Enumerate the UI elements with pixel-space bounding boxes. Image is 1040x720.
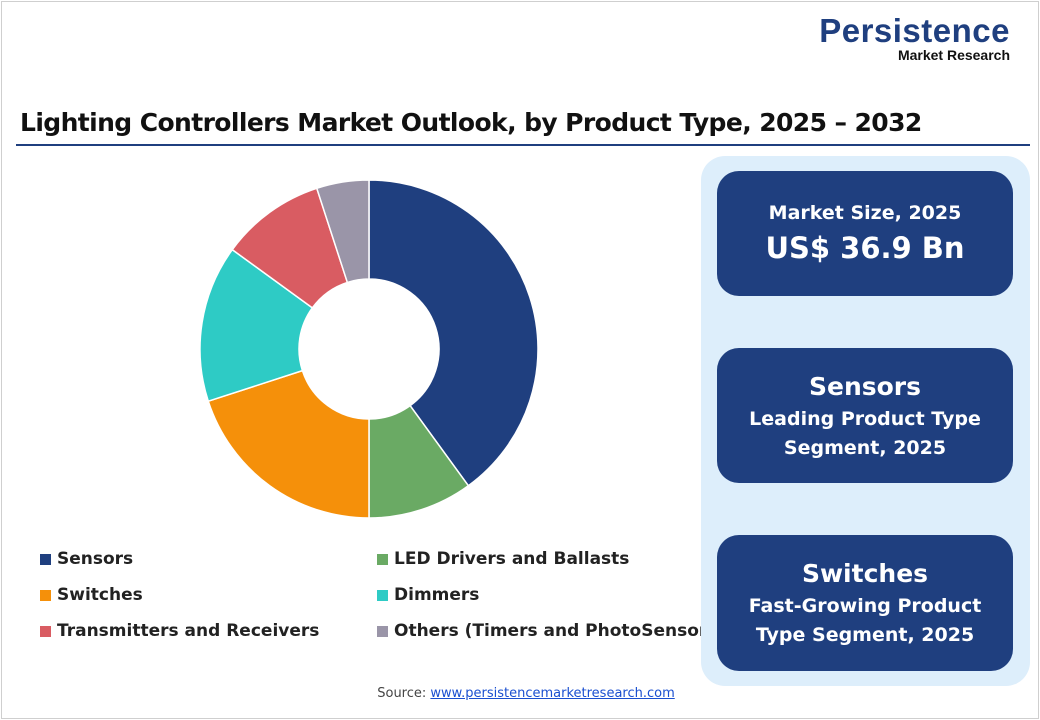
legend-label: Transmitters and Receivers bbox=[57, 621, 320, 641]
legend-item: Others (Timers and PhotoSensors) bbox=[377, 621, 725, 641]
fast-growing-label-2: Type Segment, 2025 bbox=[755, 624, 975, 646]
source-prefix: Source: bbox=[377, 686, 431, 701]
legend-item: Sensors bbox=[40, 549, 133, 569]
market-size-card: Market Size, 2025 US$ 36.9 Bn bbox=[717, 171, 1013, 296]
legend-label: Switches bbox=[57, 585, 143, 605]
title-divider bbox=[16, 144, 1030, 146]
source-link[interactable]: www.persistencemarketresearch.com bbox=[430, 686, 675, 701]
chart-title: Lighting Controllers Market Outlook, by … bbox=[20, 108, 922, 137]
leading-segment-card: Sensors Leading Product Type Segment, 20… bbox=[717, 348, 1013, 483]
legend-item: LED Drivers and Ballasts bbox=[377, 549, 629, 569]
donut-slice-switches bbox=[207, 369, 370, 519]
legend-swatch bbox=[377, 589, 388, 601]
market-size-label: Market Size, 2025 bbox=[768, 202, 962, 224]
legend-item: Dimmers bbox=[377, 585, 479, 605]
legend-swatch bbox=[40, 553, 51, 565]
legend-swatch bbox=[377, 625, 388, 637]
fast-growing-card: Switches Fast-Growing Product Type Segme… bbox=[717, 535, 1013, 671]
leading-segment-value: Sensors bbox=[808, 371, 922, 401]
donut-slice-others-timers-and-photosensors bbox=[315, 179, 370, 284]
legend-item: Transmitters and Receivers bbox=[40, 621, 319, 641]
source-note: Source: www.persistencemarketresearch.co… bbox=[0, 686, 1040, 701]
legend-label: Others (Timers and PhotoSensors) bbox=[394, 621, 726, 641]
legend-swatch bbox=[40, 589, 51, 601]
leading-segment-label: Leading Product Type bbox=[749, 407, 981, 430]
brand-logo: Persistence Market Research bbox=[808, 12, 1010, 63]
logo-line1: Persistence bbox=[819, 12, 1010, 49]
logo-line2: Market Research bbox=[897, 47, 1010, 63]
donut-slice-sensors bbox=[368, 179, 539, 487]
legend-label: Dimmers bbox=[394, 585, 480, 605]
leading-segment-label-2: Segment, 2025 bbox=[783, 436, 947, 459]
legend-label: Sensors bbox=[57, 549, 134, 569]
legend-swatch bbox=[40, 625, 51, 637]
fast-growing-value: Switches bbox=[801, 559, 929, 588]
legend-swatch bbox=[377, 553, 388, 565]
fast-growing-label: Fast-Growing Product bbox=[748, 595, 982, 617]
market-size-value: US$ 36.9 Bn bbox=[765, 231, 965, 265]
legend-label: LED Drivers and Ballasts bbox=[394, 549, 630, 569]
legend-item: Switches bbox=[40, 585, 143, 605]
